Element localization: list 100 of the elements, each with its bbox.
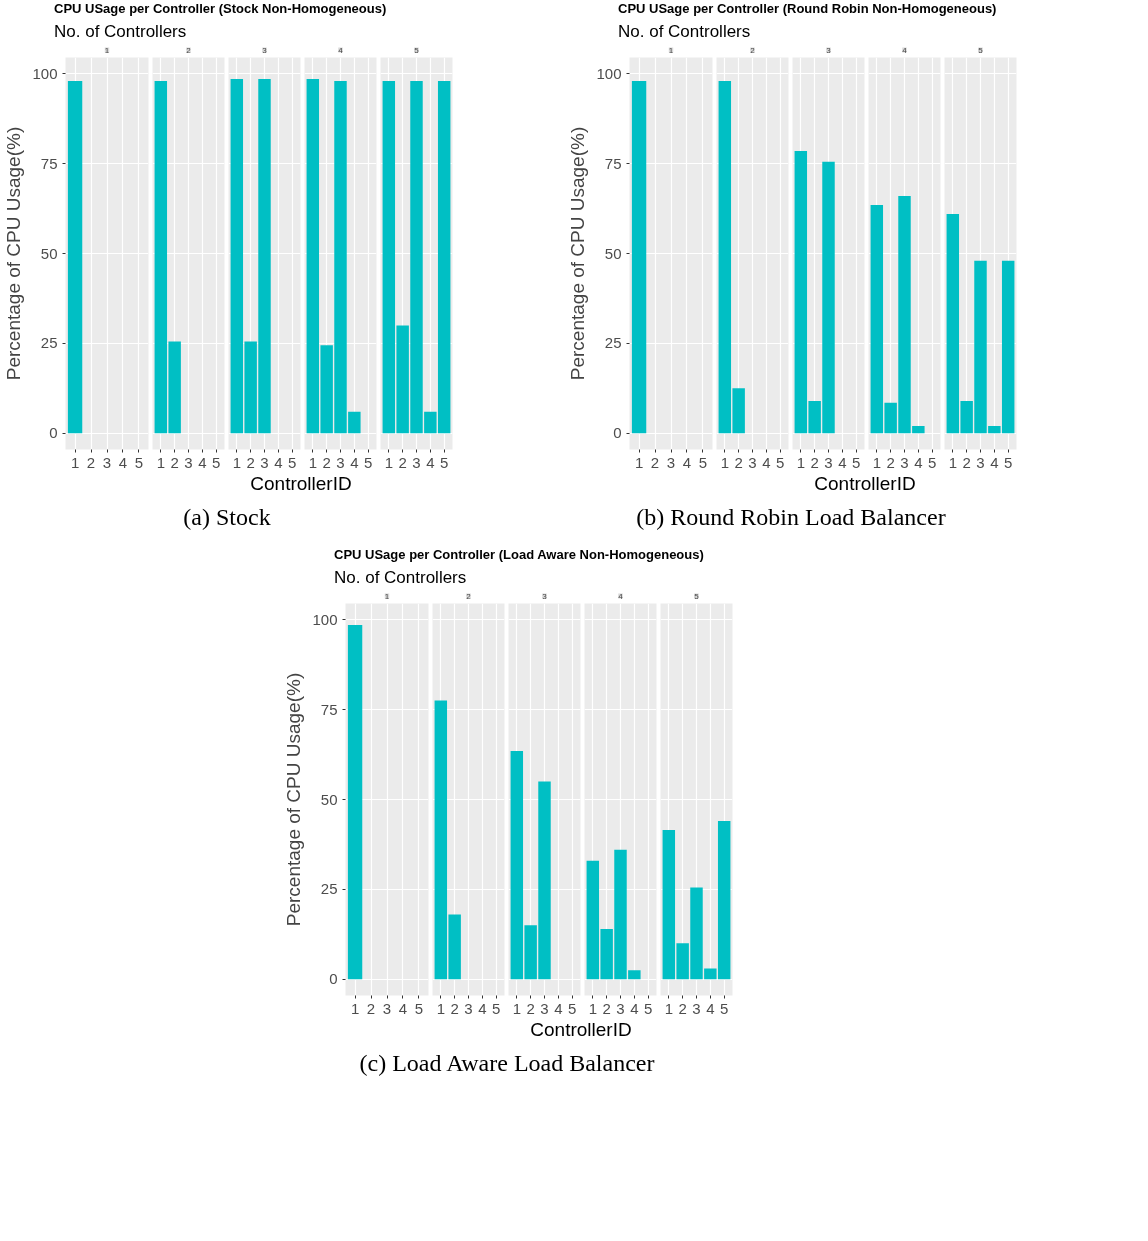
x-tick-label: 5 [212, 453, 221, 471]
chart-title: 1 [668, 45, 674, 55]
y-tick-label: 0 [49, 424, 58, 442]
x-tick-label: 3 [412, 453, 421, 471]
x-tick-label: 1 [664, 999, 673, 1017]
x-tick-label: 5 [644, 999, 653, 1017]
text: (a) Stock [183, 503, 271, 532]
x-tick-label: 5 [1004, 453, 1013, 471]
text: CPU USage per Controller (Load Aware Non-Homogeneous) [334, 546, 704, 564]
x-tick-label: 5 [134, 453, 144, 471]
x-tick-label: 4 [426, 453, 435, 471]
x-tick-label: 1 [720, 453, 729, 471]
x-tick-label: 4 [762, 453, 771, 471]
y-tick-label: 25 [604, 334, 622, 352]
x-tick-label: 1 [156, 453, 165, 471]
y-tick-label: 25 [40, 334, 58, 352]
x-tick-label: 5 [440, 453, 449, 471]
x-axis-title: ControllerID [530, 1018, 632, 1042]
chart-title: 5 [414, 45, 420, 55]
y-tick-label: 100 [596, 64, 622, 82]
x-tick-label: 4 [350, 453, 359, 471]
x-tick-label: 5 [776, 453, 785, 471]
x-tick-label: 2 [450, 999, 459, 1017]
x-tick-label: 1 [872, 453, 881, 471]
y-tick-label: 100 [32, 64, 58, 82]
y-axis-title: Percentage of CPU Usage(%) [3, 126, 25, 381]
x-tick-label: 2 [322, 453, 331, 471]
chart-title: 4 [338, 45, 344, 55]
x-tick-label: 1 [384, 453, 393, 471]
x-tick-label: 5 [852, 453, 861, 471]
y-axis-title: Percentage of CPU Usage(%) [567, 126, 589, 381]
x-tick-label: 4 [838, 453, 847, 471]
x-tick-label: 3 [540, 999, 549, 1017]
text: CPU USage per Controller (Stock Non-Homogeneous) [54, 0, 387, 18]
x-tick-label: 3 [616, 999, 625, 1017]
x-tick-label: 4 [398, 999, 408, 1017]
x-tick-label: 3 [900, 453, 909, 471]
x-tick-label: 5 [698, 453, 708, 471]
text: (c) Load Aware Load Balancer [359, 1049, 655, 1078]
x-tick-label: 1 [588, 999, 597, 1017]
x-tick-label: 1 [436, 999, 445, 1017]
x-tick-label: 4 [478, 999, 487, 1017]
text: No. of Controllers [334, 567, 467, 589]
x-tick-label: 1 [512, 999, 521, 1017]
chart-title: 3 [262, 45, 268, 55]
x-tick-label: 2 [526, 999, 535, 1017]
x-tick-label: 1 [948, 453, 957, 471]
x-tick-label: 1 [634, 453, 644, 471]
chart-title: 1 [104, 45, 110, 55]
y-axis-title: Percentage of CPU Usage(%) [283, 672, 305, 927]
x-tick-label: 5 [928, 453, 937, 471]
x-tick-label: 1 [308, 453, 317, 471]
x-tick-label: 2 [678, 999, 687, 1017]
x-tick-label: 4 [554, 999, 563, 1017]
x-axis-title: ControllerID [814, 472, 916, 496]
x-tick-label: 3 [748, 453, 757, 471]
x-tick-label: 1 [70, 453, 80, 471]
x-tick-label: 4 [198, 453, 207, 471]
x-tick-label: 2 [650, 453, 660, 471]
x-tick-label: 3 [382, 999, 392, 1017]
y-tick-label: 100 [312, 610, 338, 628]
chart-title: 5 [694, 591, 700, 601]
x-tick-label: 5 [288, 453, 297, 471]
x-tick-label: 3 [336, 453, 345, 471]
x-tick-label: 5 [492, 999, 501, 1017]
chart-title: 1 [384, 591, 390, 601]
x-tick-label: 5 [720, 999, 729, 1017]
y-tick-label: 0 [329, 970, 338, 988]
chart-title: 2 [750, 45, 756, 55]
x-tick-label: 3 [692, 999, 701, 1017]
x-tick-label: 4 [630, 999, 639, 1017]
x-tick-label: 2 [170, 453, 179, 471]
y-tick-label: 50 [604, 244, 622, 262]
y-tick-label: 75 [320, 700, 338, 718]
x-tick-label: 4 [118, 453, 128, 471]
x-tick-label: 1 [796, 453, 805, 471]
y-tick-label: 75 [604, 154, 622, 172]
chart-title: 2 [466, 591, 472, 601]
x-axis-title: ControllerID [250, 472, 352, 496]
y-tick-label: 50 [40, 244, 58, 262]
x-tick-label: 3 [184, 453, 193, 471]
chart-title: 4 [902, 45, 908, 55]
x-tick-label: 3 [824, 453, 833, 471]
chart-title: 5 [978, 45, 984, 55]
chart-title: 3 [826, 45, 832, 55]
x-tick-label: 5 [414, 999, 424, 1017]
x-tick-label: 2 [602, 999, 611, 1017]
x-tick-label: 2 [810, 453, 819, 471]
x-tick-label: 4 [706, 999, 715, 1017]
x-tick-label: 3 [260, 453, 269, 471]
x-tick-label: 4 [990, 453, 999, 471]
x-tick-label: 4 [274, 453, 283, 471]
x-tick-label: 5 [568, 999, 577, 1017]
x-tick-label: 1 [350, 999, 360, 1017]
x-tick-label: 2 [246, 453, 255, 471]
x-tick-label: 2 [886, 453, 895, 471]
x-tick-label: 4 [682, 453, 692, 471]
y-tick-label: 75 [40, 154, 58, 172]
text: No. of Controllers [54, 21, 187, 43]
x-tick-label: 2 [366, 999, 376, 1017]
